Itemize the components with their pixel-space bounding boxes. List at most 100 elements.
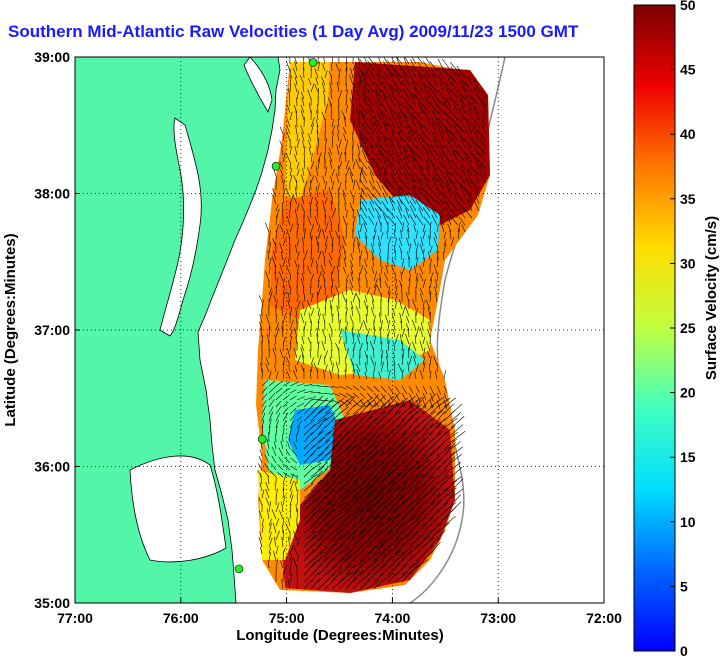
velocity-vector <box>352 84 356 93</box>
velocity-vector <box>370 293 375 303</box>
velocity-vector <box>408 266 412 275</box>
velocity-vector <box>289 480 295 492</box>
velocity-vector <box>310 564 323 576</box>
velocity-vector <box>387 216 396 226</box>
velocity-vector <box>367 60 375 72</box>
x-axis-ticks: 77:00 76:00 75:00 74:00 73:00 72:00 <box>57 598 622 626</box>
velocity-vector <box>275 322 279 331</box>
velocity-vector <box>317 399 328 401</box>
velocity-vector <box>329 300 333 310</box>
velocity-vector <box>386 103 396 114</box>
velocity-vector <box>303 321 307 331</box>
velocity-vector <box>387 385 394 394</box>
velocity-vector <box>309 286 312 296</box>
velocity-vector <box>429 86 438 100</box>
velocity-vector <box>373 523 383 534</box>
velocity-vector <box>447 223 452 233</box>
velocity-vector <box>460 134 466 149</box>
velocity-vector <box>374 121 382 135</box>
velocity-vector <box>401 395 416 408</box>
field-mid-cyan-band <box>340 330 425 380</box>
velocity-vector <box>261 405 267 415</box>
velocity-vector <box>349 259 354 268</box>
velocity-vector <box>406 237 410 247</box>
velocity-vector <box>331 418 343 429</box>
velocity-vector <box>373 549 386 562</box>
velocity-vector <box>380 429 394 443</box>
velocity-vector <box>268 406 274 415</box>
velocity-vector <box>300 104 305 114</box>
velocity-vector <box>394 542 406 555</box>
velocity-vector <box>296 251 300 261</box>
velocity-vector <box>317 476 329 485</box>
velocity-vector <box>436 440 446 450</box>
velocity-vector <box>403 163 410 177</box>
velocity-vector <box>424 57 431 65</box>
velocity-vector <box>287 291 291 303</box>
velocity-vector <box>463 187 473 198</box>
velocity-vector <box>480 117 487 128</box>
velocity-vector <box>303 548 316 562</box>
velocity-vector <box>387 236 392 247</box>
velocity-vector <box>457 174 466 184</box>
velocity-vector <box>345 321 349 331</box>
velocity-vector <box>394 148 403 163</box>
velocity-vector <box>408 371 412 380</box>
velocity-vector <box>286 357 291 366</box>
velocity-vector <box>324 488 336 499</box>
velocity-vector <box>456 65 466 79</box>
velocity-vector <box>436 529 446 541</box>
y-tick-label: 39:00 <box>34 49 70 65</box>
velocity-vector <box>359 579 371 590</box>
velocity-vector <box>310 357 314 366</box>
velocity-vector <box>415 553 426 562</box>
velocity-vector <box>338 535 350 548</box>
velocity-vector <box>261 489 265 499</box>
velocity-vector <box>443 474 453 485</box>
velocity-vector <box>352 558 366 569</box>
velocity-vector <box>357 71 361 79</box>
velocity-vector <box>373 284 377 296</box>
velocity-vector <box>338 531 350 541</box>
velocity-vector <box>367 103 375 114</box>
velocity-vector <box>289 223 294 233</box>
velocity-vector <box>373 392 381 401</box>
velocity-vector <box>394 293 398 303</box>
velocity-vector <box>331 57 333 65</box>
velocity-vector <box>443 96 452 107</box>
velocity-vector <box>415 326 420 338</box>
velocity-vector <box>338 252 341 261</box>
velocity-vector <box>387 298 390 310</box>
velocity-vector <box>408 464 421 478</box>
velocity-vector <box>429 371 432 380</box>
velocity-vector <box>336 81 340 93</box>
velocity-vector <box>317 285 322 296</box>
velocity-vector <box>310 123 314 135</box>
velocity-vector <box>287 579 291 590</box>
velocity-vector <box>352 535 363 548</box>
velocity-vector <box>300 347 305 359</box>
velocity-vector <box>345 89 349 100</box>
velocity-vector <box>415 426 427 436</box>
velocity-vector <box>329 82 333 93</box>
velocity-vector <box>356 235 361 247</box>
velocity-vector <box>373 432 383 443</box>
velocity-vector <box>429 487 439 499</box>
velocity-vector <box>408 342 411 352</box>
velocity-vector <box>397 110 403 121</box>
velocity-vector <box>345 529 358 541</box>
colorbar-tick-label: 35 <box>680 191 696 207</box>
velocity-vector <box>380 385 387 394</box>
velocity-vector <box>282 530 285 541</box>
velocity-vector <box>310 407 324 422</box>
velocity-vector <box>364 371 368 380</box>
velocity-vector <box>422 393 436 408</box>
velocity-vector <box>386 121 396 135</box>
velocity-vector <box>380 423 394 436</box>
velocity-vector <box>331 421 344 436</box>
velocity-vector <box>296 537 301 548</box>
velocity-vector <box>386 361 389 373</box>
velocity-vector <box>419 327 424 338</box>
velocity-vector <box>310 543 322 555</box>
velocity-vector <box>317 279 320 289</box>
